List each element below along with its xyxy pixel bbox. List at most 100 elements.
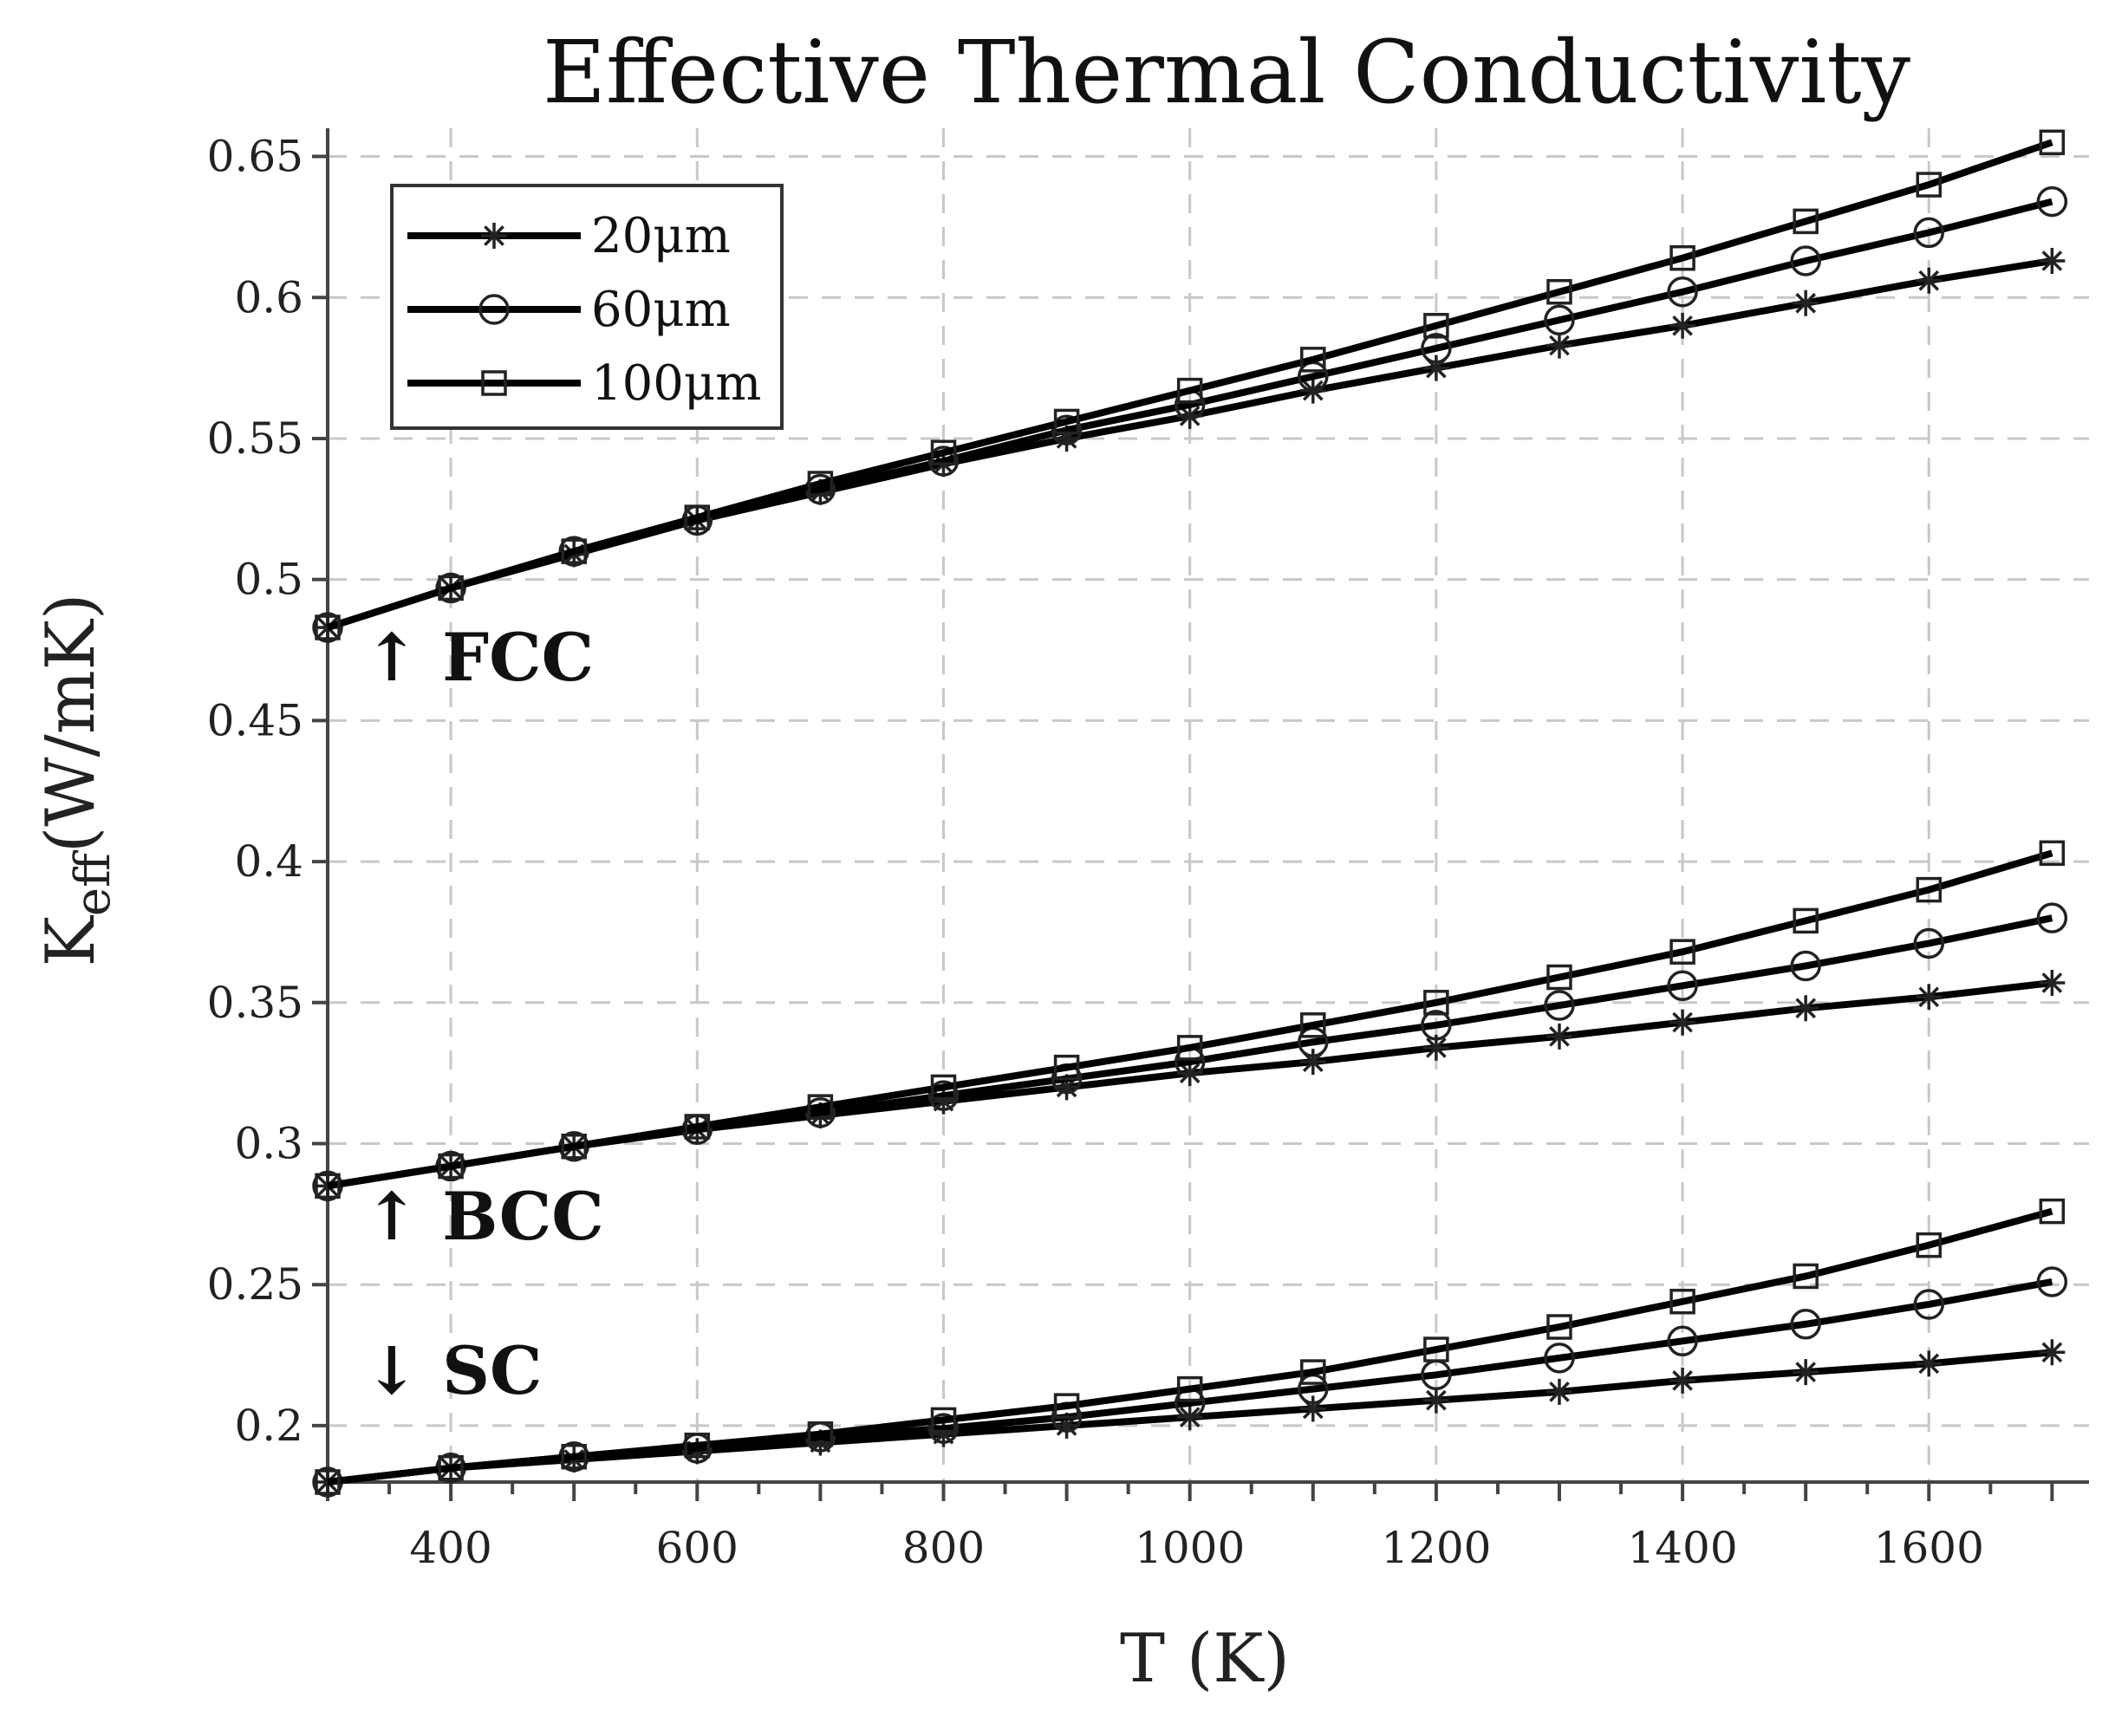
y-axis-label-unit: (W/mK)	[32, 594, 110, 854]
data-point-square	[561, 1443, 587, 1470]
data-point-square	[930, 1407, 957, 1434]
data-point-circle	[1421, 1010, 1452, 1041]
series-group	[312, 840, 2068, 1202]
data-point-circle	[1667, 970, 1698, 1002]
x-tick-label: 800	[902, 1523, 985, 1573]
data-point-square	[684, 504, 711, 530]
data-point-square	[1176, 1375, 1203, 1402]
series-layer	[312, 129, 2068, 1498]
y-axis-label-main: K	[32, 914, 110, 966]
data-point-circle	[1790, 1309, 1821, 1340]
data-point-star	[1053, 1412, 1080, 1439]
data-point-star	[1669, 1367, 1696, 1394]
y-tick-label: 0.65	[207, 132, 303, 182]
data-point-circle	[2036, 902, 2068, 933]
data-point-square	[1669, 1288, 1695, 1315]
data-point-star	[1176, 402, 1203, 429]
data-point-square	[561, 1134, 587, 1160]
data-point-star	[1916, 267, 1943, 294]
data-point-square	[1176, 377, 1203, 404]
series-group	[312, 1198, 2068, 1498]
chart-title: Effective Thermal Conductivity	[543, 22, 1911, 123]
series-line	[327, 849, 2053, 1190]
data-point-square	[2039, 129, 2066, 156]
data-point-star	[1793, 995, 1819, 1022]
data-point-star	[1053, 425, 1080, 452]
data-point-square	[2039, 840, 2066, 867]
data-point-star	[1299, 1395, 1326, 1422]
data-point-circle	[1544, 304, 1575, 336]
group-label: ↑ BCC	[364, 1178, 604, 1255]
data-point-square	[807, 471, 834, 497]
x-tick-label: 600	[656, 1523, 739, 1573]
annotation-layer: ↑ FCC ↑ BCC ↓ SC	[364, 619, 604, 1409]
data-point-star	[1546, 1378, 1572, 1405]
y-tick-label: 0.55	[207, 413, 303, 464]
data-point-square	[807, 1421, 834, 1447]
data-point-square	[1916, 1232, 1943, 1258]
data-point-square	[315, 1469, 341, 1495]
data-point-square	[315, 614, 341, 640]
data-point-star	[1793, 289, 1819, 316]
x-tick-label: 400	[409, 1523, 491, 1573]
y-tick-label: 0.45	[207, 695, 303, 745]
axes-layer	[326, 128, 2089, 1484]
data-point-square	[1546, 278, 1572, 305]
data-point-star	[2039, 247, 2066, 274]
data-point-square	[807, 1094, 834, 1120]
y-tick-label: 0.35	[207, 978, 303, 1028]
y-axis-label-sub: eff	[65, 849, 121, 916]
data-point-square	[1423, 990, 1449, 1016]
data-point-square	[1300, 1012, 1326, 1038]
data-point-square	[1423, 1336, 1449, 1362]
data-point-star	[930, 1421, 957, 1447]
data-point-square	[438, 1153, 464, 1180]
data-point-square	[1546, 964, 1572, 991]
data-point-square	[684, 1432, 711, 1459]
x-axis-label: T (K)	[1120, 1620, 1290, 1698]
data-point-square	[1423, 313, 1449, 339]
data-point-star	[1916, 1350, 1943, 1377]
x-tick-label: 1200	[1381, 1523, 1491, 1573]
data-point-square	[684, 1114, 711, 1140]
data-point-circle	[1544, 990, 1575, 1021]
legend-label: 100μm	[591, 355, 761, 412]
data-point-square	[1916, 876, 1943, 903]
data-point-circle	[927, 445, 960, 477]
data-point-circle	[927, 1413, 960, 1444]
data-point-circle	[558, 536, 589, 567]
y-tick-label: 0.6	[234, 272, 303, 322]
data-point-square	[1300, 347, 1326, 373]
data-point-square	[1053, 1393, 1080, 1419]
data-point-circle	[2036, 185, 2068, 218]
data-point-square	[1793, 907, 1819, 934]
data-point-star	[930, 1088, 957, 1115]
data-point-circle	[2036, 1266, 2068, 1297]
data-point-square	[561, 538, 587, 564]
y-tick-label: 0.5	[234, 555, 303, 605]
y-tick-label: 0.25	[207, 1259, 303, 1310]
x-tick-label: 1000	[1135, 1523, 1245, 1573]
data-point-square	[1176, 1035, 1203, 1061]
data-point-circle	[1913, 927, 1945, 959]
group-label: ↓ SC	[364, 1332, 543, 1409]
data-point-star	[807, 1429, 834, 1456]
legend-marker-square	[481, 370, 507, 396]
data-point-circle	[1421, 333, 1452, 364]
y-tick-label: 0.3	[234, 1119, 303, 1169]
data-point-square	[2039, 1198, 2066, 1225]
data-point-circle	[312, 612, 343, 643]
data-point-square	[1793, 208, 1819, 235]
data-point-star	[1546, 332, 1572, 359]
data-point-square	[438, 1454, 464, 1481]
legend: 20μm 60μm 100μm	[390, 184, 784, 430]
data-point-square	[930, 439, 957, 465]
data-point-star	[1546, 1023, 1572, 1050]
data-point-circle	[435, 572, 466, 604]
data-point-star	[1053, 1074, 1080, 1101]
y-tick-label: 0.4	[234, 836, 303, 887]
data-point-star	[1916, 984, 1943, 1011]
data-point-star	[1422, 1387, 1449, 1414]
